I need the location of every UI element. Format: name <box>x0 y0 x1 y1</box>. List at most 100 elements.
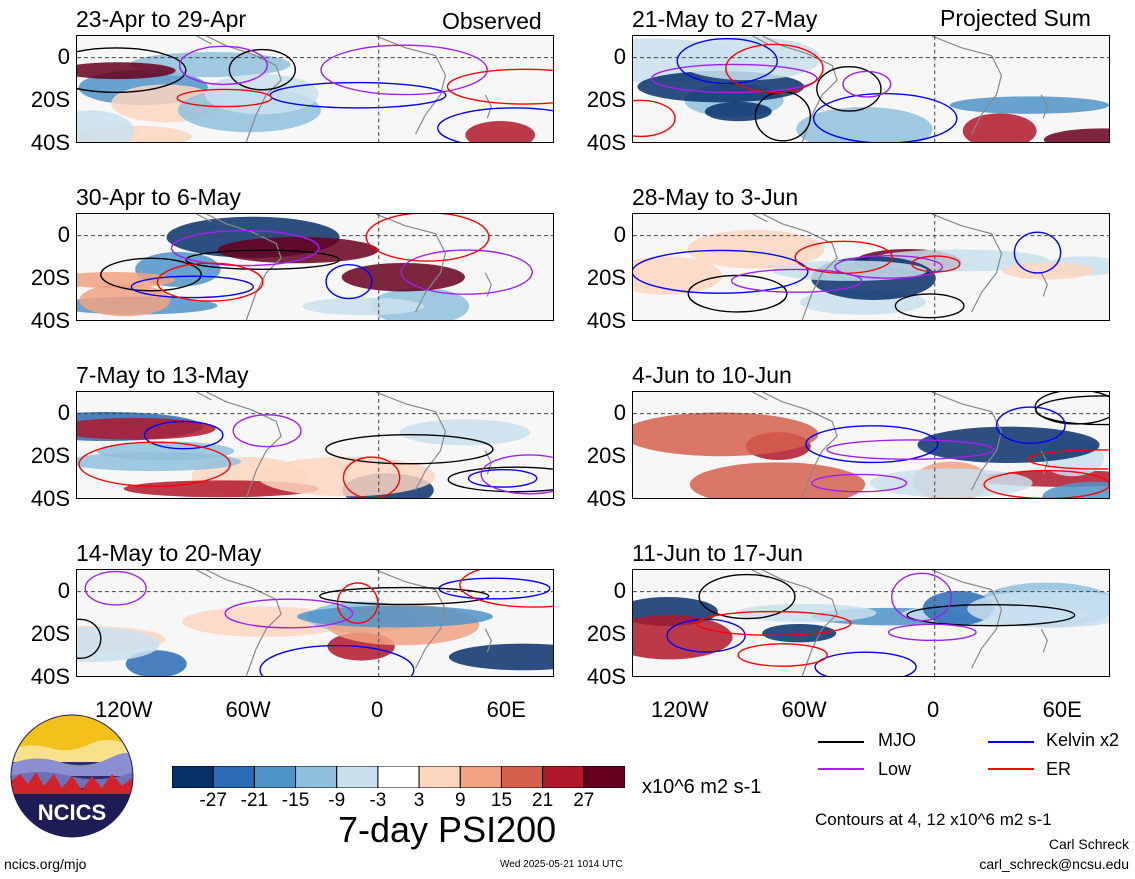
contour-line <box>842 70 892 98</box>
lon-tick-label: 0 <box>927 697 940 722</box>
legend-er-line <box>988 768 1034 770</box>
shading-blob <box>633 412 819 457</box>
shading-blob <box>869 468 1033 498</box>
panel-title: 11-Jun to 17-Jun <box>632 540 803 566</box>
legend-low-label: Low <box>878 759 912 779</box>
lat-tick-label: 40S <box>586 130 626 155</box>
lat-tick-label: 40S <box>30 664 70 689</box>
madagascar-outline <box>484 94 492 119</box>
shading-blob <box>257 456 436 497</box>
lon-tick-label: 120W <box>95 697 153 722</box>
south-america-outline <box>762 36 838 142</box>
colorbar-tick-label: -21 <box>240 790 269 811</box>
contour-line <box>228 48 296 91</box>
shading-blob <box>967 590 1109 628</box>
contour-line <box>318 586 490 606</box>
panel-title: 21-May to 27-May <box>632 6 818 32</box>
colorbar-swatch <box>583 765 626 789</box>
author-email: carl_schreck@ncsu.edu <box>979 856 1129 872</box>
lat-tick-label: 40S <box>586 664 626 689</box>
lon-tick-label: 60W <box>781 697 827 722</box>
contour-line <box>438 577 551 600</box>
contour-line <box>1013 231 1062 274</box>
shading-blob <box>77 417 216 440</box>
legend-kelvin-label: Kelvin x2 <box>1046 730 1120 750</box>
lon-tick-label: 60E <box>1042 697 1082 722</box>
shading-blob <box>77 62 176 80</box>
colorbar-swatch <box>542 765 585 789</box>
shading-blob <box>917 426 1100 463</box>
contour-line <box>834 255 943 279</box>
contour-line <box>459 570 553 608</box>
contour-line <box>805 425 939 464</box>
contour-line <box>185 249 341 270</box>
north-america-outline <box>196 214 212 223</box>
shading-blob <box>796 107 933 142</box>
contour-line <box>995 406 1066 445</box>
shading-blob <box>79 284 171 317</box>
contour-line <box>342 456 401 498</box>
lat-tick-label: 0 <box>57 400 70 425</box>
contour-line <box>633 249 809 294</box>
contour-line <box>814 651 917 676</box>
contour-line <box>1027 449 1109 470</box>
legend-mjo-line <box>818 741 864 743</box>
shading-blob <box>633 615 733 660</box>
contour-line <box>891 572 953 622</box>
colorbar-swatch <box>212 765 255 789</box>
lat-tick-label: 20S <box>586 265 626 290</box>
north-america-outline <box>196 570 212 579</box>
contour-line <box>336 582 379 624</box>
contour-line <box>698 573 796 620</box>
legend-er-label: ER <box>1046 759 1072 779</box>
site-link[interactable]: ncics.org/mjo <box>4 856 87 872</box>
contour-line <box>224 598 354 629</box>
africa-outline <box>375 570 447 669</box>
shading-blob <box>297 605 493 628</box>
contour-line <box>737 643 828 667</box>
colorbar-tick-label: -27 <box>199 790 227 811</box>
panel-title: 14-May to 20-May <box>76 540 262 566</box>
contour-line <box>156 262 264 302</box>
colorbar-tick-label: 15 <box>490 790 513 811</box>
lat-tick-label: 0 <box>57 44 70 69</box>
map-panel <box>632 391 1110 499</box>
contour-line <box>77 47 187 94</box>
lat-tick-label: 20S <box>586 621 626 646</box>
shading-blob <box>633 256 723 295</box>
madagascar-outline <box>1040 628 1048 653</box>
south-america-outline <box>762 214 838 320</box>
lat-tick-label: 40S <box>586 486 626 511</box>
contour-line <box>100 257 202 292</box>
contour-line <box>437 107 553 142</box>
lat-tick-label: 40S <box>30 308 70 333</box>
map-panel <box>632 569 1110 677</box>
madagascar-outline <box>1040 272 1048 297</box>
contour-line <box>812 92 958 142</box>
contour-line <box>84 570 147 606</box>
contour-line <box>77 618 102 660</box>
shading-blob <box>302 297 425 316</box>
shading-blob <box>689 462 866 498</box>
legend-low-line <box>818 768 864 770</box>
contour-line <box>365 214 490 262</box>
lat-tick-label: 40S <box>30 486 70 511</box>
shading-blob <box>125 650 187 676</box>
north-america-outline <box>752 392 768 401</box>
lat-tick-label: 40S <box>30 130 70 155</box>
contour-line <box>811 473 908 493</box>
colorbar-tick-label: -15 <box>281 790 310 811</box>
lon-tick-label: 120W <box>651 697 709 722</box>
colorbar-tick-label: -9 <box>328 790 346 811</box>
contour-line <box>480 454 553 495</box>
south-america-outline <box>206 392 282 498</box>
lon-tick-label: 60E <box>486 697 526 722</box>
africa-outline <box>931 392 1003 491</box>
shading-blob <box>465 121 536 142</box>
colorbar-units: x10^6 m2 s-1 <box>642 776 762 798</box>
north-america-outline <box>752 214 768 223</box>
colorbar-swatch <box>500 765 544 789</box>
contour-line <box>894 293 965 319</box>
shading-blob <box>77 110 135 142</box>
lat-tick-label: 20S <box>586 443 626 468</box>
